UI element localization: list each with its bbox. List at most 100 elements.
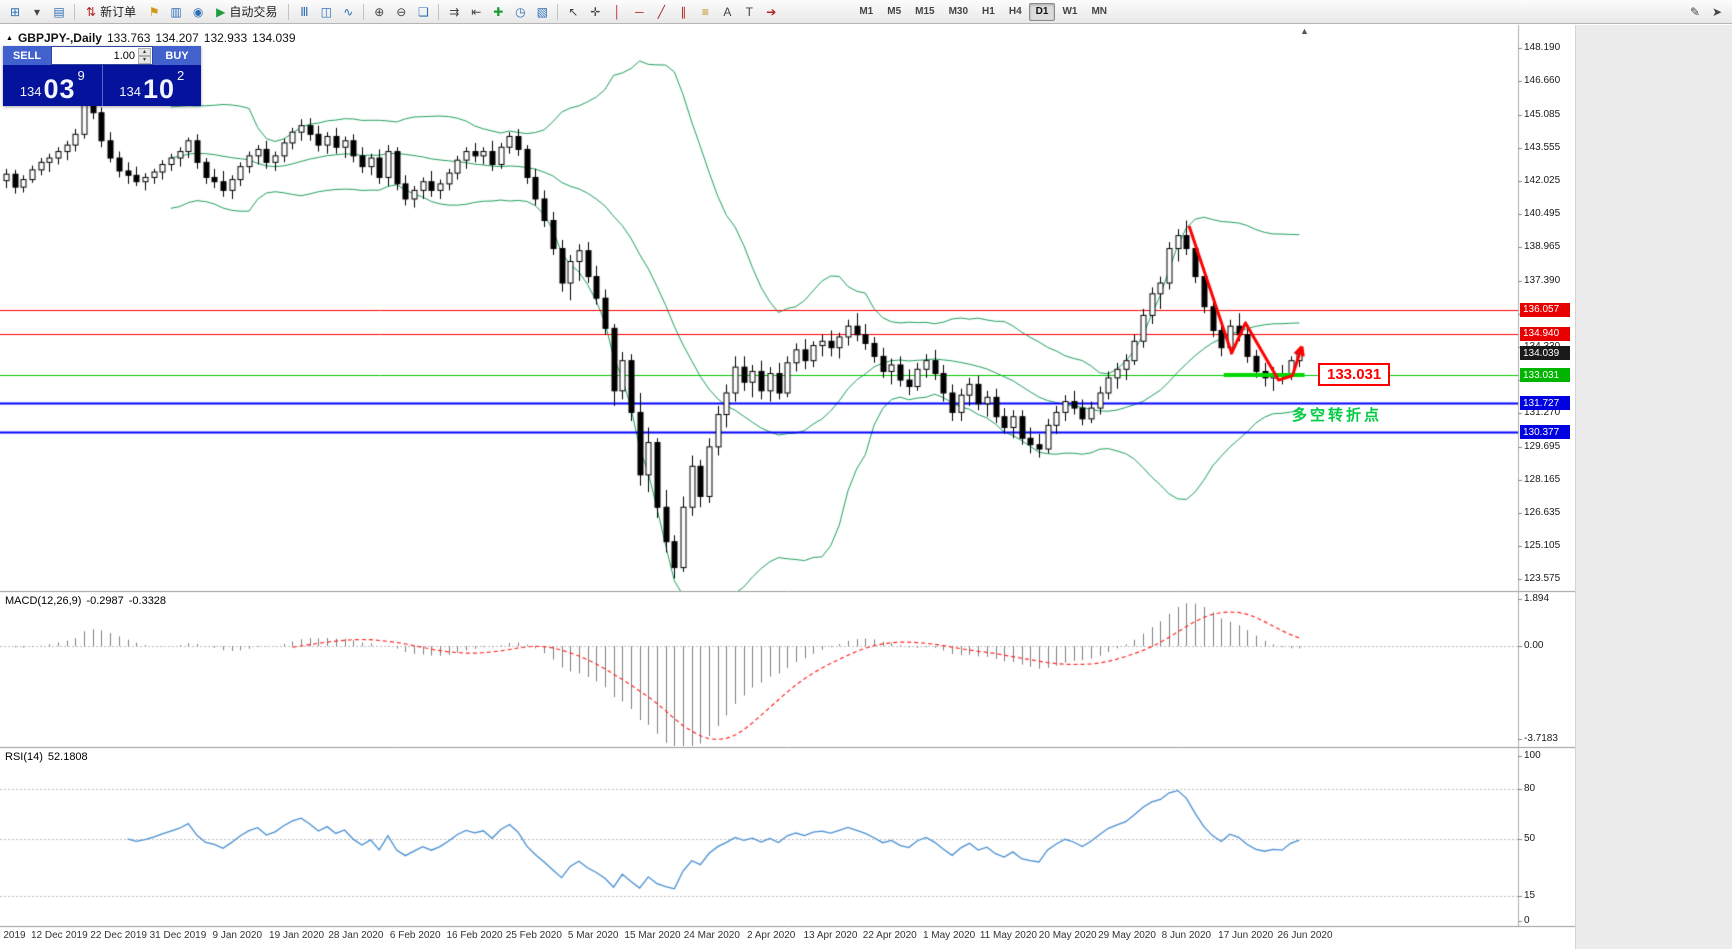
new-chart-icon[interactable]: ⊞ xyxy=(4,2,26,22)
fibonacci-icon[interactable]: ≡ xyxy=(694,2,716,22)
zoom-out-icon[interactable]: ⊖ xyxy=(390,2,412,22)
price-tick-label: 123.575 xyxy=(1524,572,1561,584)
periods-icon[interactable]: ◷ xyxy=(509,2,531,22)
arrows-tool-icon[interactable]: ➔ xyxy=(760,2,782,22)
macd-value-1: -0.2987 xyxy=(86,595,124,607)
crosshair-icon: ✛ xyxy=(590,4,601,19)
time-axis-label: 20 May 2020 xyxy=(1038,930,1097,941)
time-axis-label: 15 Mar 2020 xyxy=(624,930,681,941)
new-chart-icon: ⊞ xyxy=(9,4,21,19)
pencil-icon[interactable]: ✎ xyxy=(1684,2,1706,22)
chart-shift-icon[interactable]: ▲ xyxy=(1300,26,1309,36)
chart-title: ▲ GBPJPY-,Daily 133.763 134.207 132.933 … xyxy=(6,31,296,45)
sell-price-button[interactable]: 134 03 9 xyxy=(3,65,102,106)
channel-icon: ∥ xyxy=(680,4,687,19)
chart-list-dropdown-icon: ▾ xyxy=(33,4,41,19)
sell-button[interactable]: SELL xyxy=(3,46,51,65)
tile-windows-icon[interactable]: ❏ xyxy=(412,2,434,22)
horn-icon: ⚑ xyxy=(148,4,160,19)
price-tick-label: 138.965 xyxy=(1524,241,1561,253)
chart-window: ▲ GBPJPY-,Daily 133.763 134.207 132.933 … xyxy=(0,25,1575,949)
price-annotation-box[interactable]: 133.031 xyxy=(1318,363,1391,386)
profiles-icon[interactable]: ▤ xyxy=(48,2,70,22)
price-chart-canvas[interactable] xyxy=(0,25,1575,949)
price-tick-label: 143.555 xyxy=(1524,142,1561,154)
timeframe-m1-button[interactable]: M1 xyxy=(852,3,880,21)
zoom-in-icon: ⊕ xyxy=(374,4,385,19)
cursor-icon[interactable]: ↖ xyxy=(562,2,584,22)
rsi-tick-label: 50 xyxy=(1524,832,1536,844)
chart-shift-toggle-icon[interactable]: ⇤ xyxy=(465,2,487,22)
macd-name: MACD(12,26,9) xyxy=(5,595,82,607)
toolbar-separator xyxy=(557,3,559,20)
line-chart-icon[interactable]: ∿ xyxy=(337,2,359,22)
time-axis-label: 17 Jun 2020 xyxy=(1218,930,1274,941)
timeframe-w1-button[interactable]: W1 xyxy=(1055,3,1084,21)
pointer-icon[interactable]: ➤ xyxy=(1706,2,1728,22)
chart-high-value: 134.207 xyxy=(155,31,199,45)
buy-price-button[interactable]: 134 10 2 xyxy=(101,65,202,106)
label-icon[interactable]: T xyxy=(738,2,760,22)
fibonacci-icon: ≡ xyxy=(701,4,709,19)
trendline-icon[interactable]: ╱ xyxy=(650,2,672,22)
add-indicator-icon[interactable]: ✚ xyxy=(487,2,509,22)
community-icon[interactable]: ◉ xyxy=(187,2,209,22)
volume-down-icon[interactable]: ▾ xyxy=(138,55,151,64)
time-axis-label: 8 Jun 2020 xyxy=(1161,930,1212,941)
tile-windows-icon: ❏ xyxy=(417,4,429,19)
chart-list-dropdown-icon[interactable]: ▾ xyxy=(26,2,48,22)
rsi-indicator-label: RSI(14) 52.1808 xyxy=(5,751,93,763)
text-icon: A xyxy=(723,4,732,19)
timeframe-h1-button[interactable]: H1 xyxy=(975,3,1002,21)
timeframe-m30-button[interactable]: M30 xyxy=(942,3,975,21)
templates-icon[interactable]: ▧ xyxy=(531,2,553,22)
macd-value-2: -0.3328 xyxy=(128,595,167,607)
time-axis-label: 19 Jan 2020 xyxy=(269,930,325,941)
turning-point-annotation[interactable]: 多空转折点 xyxy=(1292,407,1383,424)
arrows-tool-icon: ➔ xyxy=(766,4,777,19)
chart-close-value: 134.039 xyxy=(252,31,296,45)
buy-button[interactable]: BUY xyxy=(153,46,201,65)
volume-field[interactable]: 1.00 ▴ ▾ xyxy=(51,46,153,65)
timeframe-m15-button[interactable]: M15 xyxy=(908,3,941,21)
chart-collapse-icon[interactable]: ▲ xyxy=(6,34,13,42)
candles-chart-icon: ◫ xyxy=(320,4,332,19)
crosshair-icon[interactable]: ✛ xyxy=(584,2,606,22)
buy-price-big-figure: 134 xyxy=(119,84,141,99)
toolbar-separator xyxy=(438,3,440,20)
time-axis-label: 13 Apr 2020 xyxy=(803,930,858,941)
pointer-icon: ➤ xyxy=(1711,4,1723,19)
channel-icon[interactable]: ∥ xyxy=(672,2,694,22)
time-axis-label: 28 Jan 2020 xyxy=(328,930,384,941)
time-axis-label: 1 May 2020 xyxy=(922,930,976,941)
text-icon[interactable]: A xyxy=(716,2,738,22)
price-tag-134.039: 134.039 xyxy=(1520,346,1570,361)
toolbar-separator xyxy=(363,3,365,20)
price-tick-label: 142.025 xyxy=(1524,175,1561,187)
timeframe-m5-button[interactable]: M5 xyxy=(880,3,908,21)
buy-price-pipette: 2 xyxy=(177,68,185,83)
timeframe-mn-button[interactable]: MN xyxy=(1084,3,1114,21)
candles-chart-icon[interactable]: ◫ xyxy=(315,2,337,22)
one-click-trading-panel: SELL 1.00 ▴ ▾ BUY 134 0 xyxy=(3,46,201,106)
bars-chart-icon[interactable]: Ⅲ xyxy=(293,2,315,22)
horizontal-line-icon: ─ xyxy=(635,4,644,19)
new-order-button[interactable]: ⇅ 新订单 xyxy=(79,2,143,22)
auto-scroll-icon[interactable]: ⇉ xyxy=(443,2,465,22)
add-indicator-icon: ✚ xyxy=(493,4,504,19)
chart-low-value: 132.933 xyxy=(203,31,248,45)
volume-up-icon[interactable]: ▴ xyxy=(138,47,151,56)
horizontal-line-icon[interactable]: ─ xyxy=(628,2,650,22)
vertical-line-icon: │ xyxy=(613,4,622,19)
autotrading-button[interactable]: ▶ 自动交易 xyxy=(209,2,284,22)
zoom-in-icon[interactable]: ⊕ xyxy=(368,2,390,22)
volume-value: 1.00 xyxy=(113,49,135,62)
horn-icon[interactable]: ⚑ xyxy=(143,2,165,22)
rsi-tick-label: 15 xyxy=(1524,890,1536,902)
rsi-name: RSI(14) xyxy=(5,751,43,763)
market-depth-icon[interactable]: ▥ xyxy=(165,2,187,22)
vertical-line-icon[interactable]: │ xyxy=(606,2,628,22)
price-tick-label: 146.660 xyxy=(1524,75,1561,87)
timeframe-h4-button[interactable]: H4 xyxy=(1002,3,1029,21)
timeframe-d1-button[interactable]: D1 xyxy=(1028,2,1056,21)
